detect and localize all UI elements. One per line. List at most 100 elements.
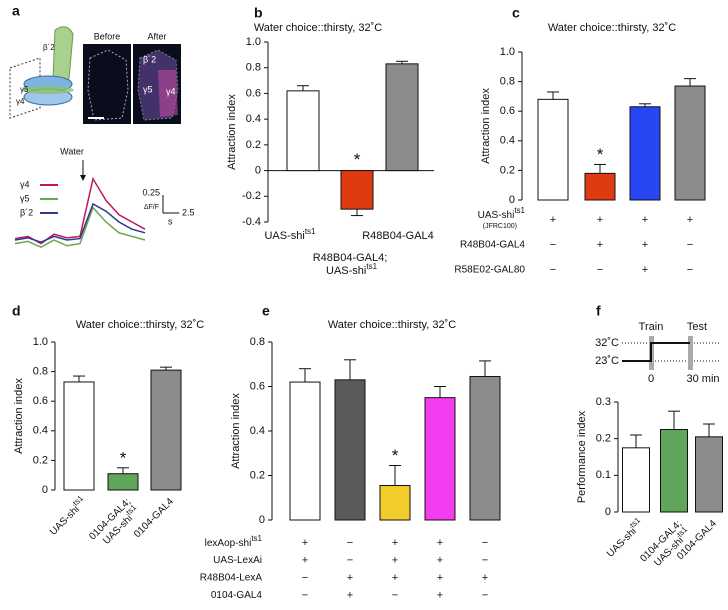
condition-label: R58E02-GAL80 xyxy=(454,265,525,276)
x-tick-label: R48B04-GAL4 xyxy=(362,230,434,242)
chart-title: Water choice::thirsty, 32˚C xyxy=(548,22,676,34)
y-tick-label: 0.8 xyxy=(33,366,48,378)
y-tick-label: 0 xyxy=(509,194,515,206)
condition-sign: + xyxy=(437,554,443,566)
condition-label: UAS-LexAi xyxy=(213,555,262,566)
time-label: 0 xyxy=(648,373,654,385)
image-label: γ5 xyxy=(143,84,153,94)
bar xyxy=(424,397,456,521)
condition-sign: + xyxy=(392,537,398,549)
bar xyxy=(385,63,419,172)
x-tick-label: UAS-shits1 xyxy=(45,493,90,538)
sketch-plane xyxy=(9,57,41,119)
stimulus-label: Water xyxy=(60,146,84,156)
bar xyxy=(584,172,616,201)
condition-label: lexAop-shits1 xyxy=(205,534,263,549)
y-tick-label: -0.2 xyxy=(242,190,261,202)
brain-sketch xyxy=(9,26,74,119)
x-tick-label: 0104-GAL4; UAS-shits1 xyxy=(87,496,142,551)
y-axis-label: Attraction index xyxy=(230,393,242,469)
y-tick-label: 0.2 xyxy=(33,454,48,466)
condition-sign: + xyxy=(392,554,398,566)
panel-letter: a xyxy=(12,3,20,19)
y-tick-label: 1.0 xyxy=(500,46,515,58)
condition-sign: + xyxy=(392,572,398,584)
condition-label: R48B04-GAL4 xyxy=(460,240,525,251)
bar xyxy=(334,379,366,521)
y-tick-label: 0.8 xyxy=(500,76,515,88)
microscopy xyxy=(83,44,181,124)
chart-title: Water choice::thirsty, 32˚C xyxy=(76,319,204,331)
condition-sign: + xyxy=(687,214,693,226)
condition-sign: + xyxy=(642,239,648,251)
y-axis-label: Performance index xyxy=(576,410,588,503)
stimulus-arrow-head xyxy=(80,175,86,181)
bar xyxy=(63,381,95,491)
scale-label: 0.25 xyxy=(142,187,160,197)
x-tick-label: 0104-GAL4 xyxy=(132,496,176,540)
bar xyxy=(674,85,706,201)
image-before xyxy=(83,44,131,124)
x-tick-label: R48B04-GAL4; UAS-shits1 xyxy=(313,252,388,277)
y-tick-label: 0.6 xyxy=(500,105,515,117)
y-tick-label: 0.8 xyxy=(246,62,261,74)
significance: * xyxy=(392,446,399,465)
y-tick-label: 0.3 xyxy=(596,396,611,408)
y-tick-label: 0.6 xyxy=(246,87,261,99)
condition-label: 0104-GAL4 xyxy=(211,590,263,601)
bar xyxy=(537,98,569,201)
trace xyxy=(14,206,146,249)
temp-label: 32˚C xyxy=(595,337,619,349)
condition-sign: + xyxy=(437,537,443,549)
condition-sign: − xyxy=(392,589,398,601)
condition-sign: − xyxy=(687,239,693,251)
condition-sign: + xyxy=(482,572,488,584)
response xyxy=(158,70,178,117)
condition-label: R48B04-LexA xyxy=(200,573,263,584)
image-title: Before xyxy=(94,31,121,41)
condition-sign: + xyxy=(347,589,353,601)
chart-title: Water choice::thirsty, 32˚C xyxy=(254,22,382,34)
y-tick-label: 0.1 xyxy=(596,469,611,481)
condition-sign: + xyxy=(550,214,556,226)
condition-sign: + xyxy=(642,264,648,276)
outline xyxy=(87,49,129,121)
condition-sign: + xyxy=(302,537,308,549)
y-tick-label: 0.2 xyxy=(596,433,611,445)
condition-sign: − xyxy=(687,264,693,276)
chart-title: Water choice::thirsty, 32˚C xyxy=(328,319,456,331)
temp-label: 23˚C xyxy=(595,355,619,367)
y-tick-label: 0.2 xyxy=(250,469,265,481)
significance: * xyxy=(597,145,604,164)
y-tick-label: 0.8 xyxy=(250,336,265,348)
scale-label: ΔF/F xyxy=(144,204,159,211)
y-tick-label: 0 xyxy=(255,164,261,176)
scale-label: 2.5 xyxy=(182,207,195,217)
bar xyxy=(660,429,688,513)
panel-letter: e xyxy=(262,303,270,319)
y-tick-label: 0.4 xyxy=(250,425,265,437)
sketch-lobe xyxy=(22,86,74,94)
image-label: γ4 xyxy=(166,86,176,96)
y-tick-label: -0.4 xyxy=(242,216,261,228)
y-tick-label: 0.6 xyxy=(250,380,265,392)
time-label: 30 min xyxy=(686,373,719,385)
event-label: Test xyxy=(687,321,707,333)
y-tick-label: 0.2 xyxy=(246,139,261,151)
condition-sign: − xyxy=(482,554,488,566)
condition-sign: − xyxy=(597,264,603,276)
y-tick-label: 0 xyxy=(259,514,265,526)
condition-sign: + xyxy=(437,589,443,601)
trace xyxy=(14,202,146,243)
condition-label: UAS-shits1 xyxy=(478,206,526,221)
panel-letter: d xyxy=(12,303,21,319)
bar xyxy=(695,436,723,513)
y-tick-label: 0 xyxy=(42,484,48,496)
legend-label: β´2 xyxy=(20,207,33,217)
significance: * xyxy=(120,448,127,467)
image-title: After xyxy=(147,31,166,41)
y-tick-label: 0.4 xyxy=(33,425,48,437)
legend-label: γ5 xyxy=(20,193,30,203)
scale-label: s xyxy=(168,216,173,226)
